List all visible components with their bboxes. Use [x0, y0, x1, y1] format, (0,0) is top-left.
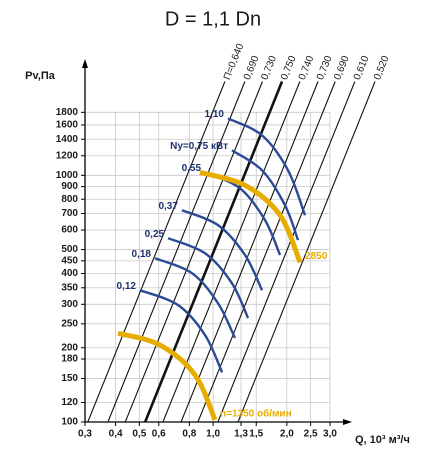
x-tick-label: 0,8 — [182, 429, 196, 440]
efficiency-label: 0,610 — [352, 54, 372, 82]
x-tick-label: 0,3 — [78, 429, 92, 440]
y-axis-label: Pv,Па — [25, 70, 56, 82]
efficiency-label: 0,730 — [259, 54, 279, 82]
y-tick-label: 180 — [61, 354, 78, 365]
efficiency-line — [180, 81, 319, 423]
x-tick-label: 2,5 — [304, 429, 318, 440]
y-tick-label: 100 — [61, 417, 78, 428]
efficiency-line — [124, 81, 263, 423]
curve-label: n=1350 об/мин — [220, 408, 292, 420]
efficiency-label: 0,520 — [372, 54, 392, 82]
efficiency-line — [197, 81, 336, 423]
y-tick-label: 1200 — [56, 150, 79, 161]
y-tick-label: 800 — [61, 194, 78, 205]
efficiency-line — [87, 81, 226, 423]
efficiency-line — [217, 81, 356, 423]
y-tick-label: 900 — [61, 181, 78, 192]
fan-curve — [199, 169, 303, 264]
y-tick-label: 1000 — [56, 170, 79, 181]
efficiency-line — [237, 81, 376, 423]
y-tick-label: 500 — [61, 244, 78, 255]
fan-curve — [139, 289, 224, 373]
fan-curve — [231, 149, 300, 241]
y-axis-arrow — [82, 59, 88, 68]
y-tick-label: 120 — [61, 397, 78, 408]
x-tick-label: 3,0 — [323, 429, 337, 440]
chart-title: D = 1,1 Dn — [165, 8, 261, 30]
y-tick-label: 300 — [61, 299, 78, 310]
x-tick-label: 1,0 — [206, 429, 220, 440]
curve-label: Ny=0,75 кВт — [170, 141, 228, 152]
x-tick-label: 0,5 — [132, 429, 146, 440]
y-tick-label: 450 — [61, 255, 78, 266]
curve-label: 0,25 — [145, 229, 165, 240]
curve-label: 0,12 — [117, 281, 137, 292]
x-tick-label: 1,5 — [249, 429, 263, 440]
fan-curve — [227, 117, 307, 216]
efficiency-label: 0,690 — [332, 54, 352, 82]
x-tick-label: 0,6 — [152, 429, 166, 440]
y-tick-label: 600 — [61, 225, 78, 236]
fan-curve — [167, 237, 250, 319]
curve-label: 0,37 — [158, 201, 178, 212]
y-tick-label: 200 — [61, 342, 78, 353]
fan-curve — [154, 257, 237, 339]
y-tick-label: 350 — [61, 282, 78, 293]
curve-label: 0,55 — [182, 163, 202, 174]
x-tick-label: 1,3 — [234, 429, 248, 440]
efficiency-label: 0,740 — [297, 54, 317, 82]
fan-curve — [181, 209, 264, 291]
curve-label: 0,18 — [131, 249, 151, 260]
y-tick-label: 1400 — [56, 134, 79, 145]
x-axis-arrow — [343, 419, 352, 425]
y-tick-label: 700 — [61, 208, 78, 219]
efficiency-line — [107, 81, 246, 423]
x-axis-label: Q, 10³ м³/ч — [355, 434, 410, 446]
x-tick-label: 2,0 — [280, 429, 294, 440]
y-tick-label: 400 — [61, 268, 78, 279]
y-tick-label: 250 — [61, 318, 78, 329]
efficiency-label: 0,750 — [279, 54, 299, 82]
efficiency-line — [143, 81, 284, 423]
y-tick-label: 1800 — [56, 107, 79, 118]
y-tick-label: 150 — [61, 373, 78, 384]
curve-label: 1,10 — [205, 109, 225, 120]
curve-label: 2850 — [305, 251, 328, 262]
x-tick-label: 0,4 — [109, 429, 123, 440]
y-tick-label: 1600 — [56, 120, 79, 131]
fan-curve — [117, 330, 218, 421]
